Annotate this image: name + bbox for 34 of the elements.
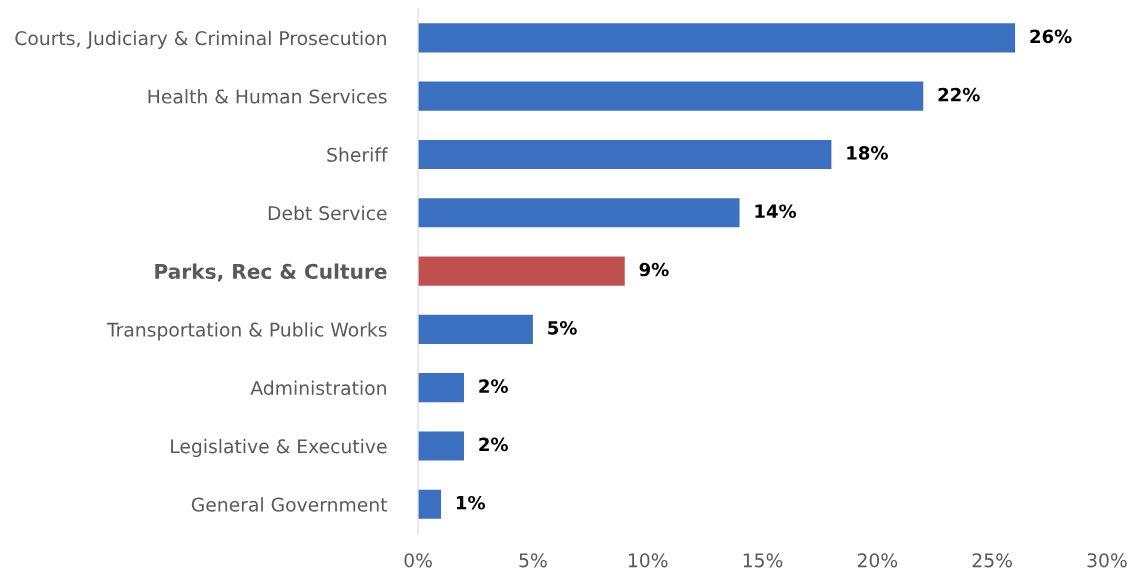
data-label: 14% [755,204,797,219]
y-tick-label: Courts, Judiciary & Criminal Prosecution [15,30,386,49]
y-tick-label: General Government [191,497,388,512]
data-label: 2% [479,379,508,393]
y-tick-label: Administration [250,380,386,396]
y-tick-label: Legislative & Executive [171,438,387,458]
y-tick-label: Debt Service [268,205,387,221]
x-tick-label: 30% [1087,553,1127,568]
x-tick-label: 10% [628,553,668,568]
data-label: 1% [456,495,486,510]
y-tick-label: Parks, Rec & Culture [155,263,387,282]
bar [418,489,442,519]
x-tick-label: 20% [857,553,898,568]
bar [418,373,464,403]
y-tick-label: Transportation & Public Works [106,322,387,341]
data-label: 22% [938,87,980,102]
data-label: 26% [1030,29,1072,44]
bar [418,256,625,286]
y-tick-label: Sheriff [327,147,388,162]
bar [418,139,832,170]
bar [418,198,740,228]
data-label: 18% [847,146,888,160]
bar [418,314,533,344]
bar [418,431,464,461]
y-tick-label: Health & Human Services [148,89,387,104]
x-tick-label: 0% [404,553,432,568]
x-tick-label: 15% [743,553,783,568]
data-label: 2% [479,437,508,452]
x-tick-label: 25% [972,553,1012,568]
bar [418,81,924,111]
data-label: 5% [548,320,577,335]
data-label: 9% [639,262,669,277]
bar [418,23,1016,53]
x-tick-label: 5% [519,553,547,568]
